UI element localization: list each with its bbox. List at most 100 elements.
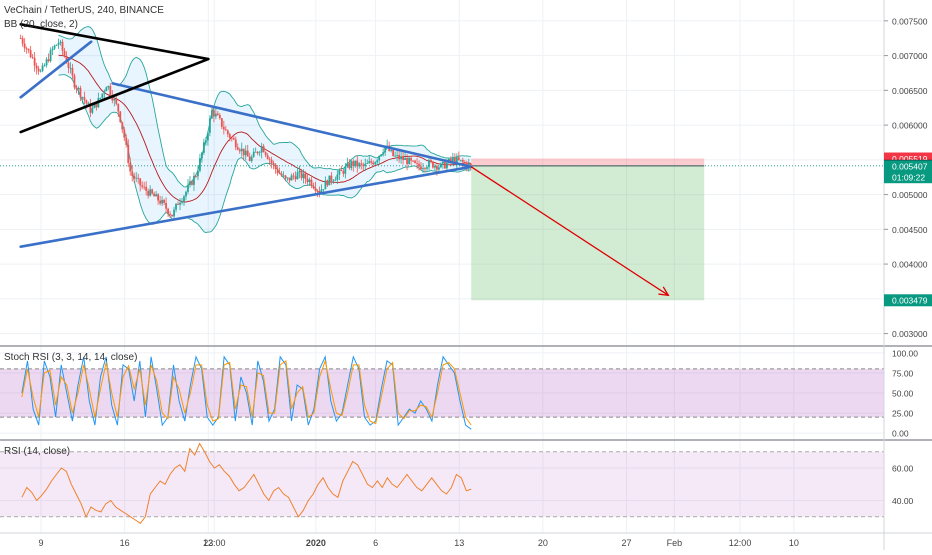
candle-body: [392, 149, 395, 157]
candle-body: [394, 155, 397, 157]
candle-body: [81, 97, 84, 98]
drawing-trendlines[interactable]: [19, 23, 670, 297]
candle-body: [141, 185, 144, 187]
candle-body: [348, 163, 351, 169]
candle-body: [47, 59, 50, 62]
candle-body: [228, 134, 231, 138]
candle-body: [139, 178, 142, 186]
candle-body: [440, 163, 442, 168]
candle-body: [85, 100, 88, 104]
trendline-black-bottom: [19, 57, 210, 134]
rsi-line-0: [21, 442, 472, 524]
candle-body: [282, 175, 285, 177]
candle-body: [149, 189, 152, 196]
stoch-rsi-pane: [0, 355, 884, 430]
candle-body: [240, 148, 243, 152]
candle-body: [39, 70, 42, 72]
candle-body: [258, 152, 261, 154]
candle-body: [428, 160, 430, 168]
candle-body: [71, 67, 74, 76]
candle-body: [461, 159, 464, 162]
candle-body: [318, 191, 321, 194]
rsi-pane: [0, 442, 884, 524]
candle-body: [159, 200, 162, 204]
candle-body: [197, 170, 199, 177]
candle-body: [189, 181, 191, 186]
candle-body: [356, 160, 359, 167]
candle-body: [270, 159, 273, 163]
candle-body: [177, 203, 179, 205]
candle-body: [292, 175, 295, 177]
price-tick-label: 0.007500: [892, 16, 928, 26]
candle-body: [230, 137, 233, 139]
candle-body: [238, 149, 241, 152]
price-badge-label: 0.005519: [892, 154, 928, 164]
candle-body: [45, 59, 48, 66]
price-badge-label: 0.003479: [892, 296, 928, 306]
candle-body: [254, 151, 257, 153]
candle-body: [220, 118, 223, 127]
trendline-lower-blue: [19, 165, 473, 249]
candle-body: [147, 190, 150, 196]
candle-body: [410, 157, 412, 161]
candle-body: [310, 179, 313, 186]
candle-body: [103, 91, 106, 94]
symbol-legend: VeChain / TetherUS, 240, BINANCE: [4, 5, 164, 16]
candle-body: [260, 146, 263, 153]
candle-body: [87, 103, 90, 105]
time-tick-label: 20: [538, 538, 548, 548]
time-tick-label: 16: [120, 538, 130, 548]
candle-body: [23, 43, 26, 49]
candle-body: [203, 142, 205, 153]
stoch-tick-label: 0.00: [892, 429, 909, 439]
candle-body: [31, 57, 34, 58]
candle-body: [322, 189, 325, 191]
candle-body: [274, 164, 277, 169]
candle-body: [193, 176, 195, 185]
candle-body: [191, 181, 193, 185]
candle-body: [438, 167, 440, 170]
candle-body: [226, 130, 229, 135]
candle-body: [232, 137, 235, 140]
stoch-tick-label: 25.00: [892, 409, 914, 419]
candle-body: [244, 150, 247, 156]
candle-body: [360, 163, 363, 165]
candle-body: [406, 158, 408, 165]
candle-body: [183, 196, 185, 202]
candle-body: [208, 118, 211, 133]
candle-body: [49, 50, 52, 62]
candle-body: [280, 173, 283, 176]
candle-body: [67, 62, 70, 68]
candle-body: [205, 140, 207, 143]
candle-body: [109, 86, 112, 95]
candle-body: [469, 163, 472, 165]
candle-body: [420, 166, 422, 170]
candle-body: [314, 188, 317, 191]
stop-zone: [471, 158, 705, 166]
candle-body: [250, 156, 253, 161]
time-tick-label: 9: [38, 538, 43, 548]
price-tick-label: 0.007000: [892, 51, 928, 61]
candle-body: [179, 202, 181, 205]
candle-body: [145, 186, 148, 191]
candle-body: [201, 152, 203, 159]
candle-body: [252, 151, 255, 157]
candle-body: [55, 44, 58, 46]
candle-body: [372, 162, 375, 165]
candle-body: [354, 160, 357, 166]
trendline-black-top: [19, 23, 210, 61]
candle-body: [390, 149, 393, 151]
candle-body: [463, 161, 466, 163]
candle-body: [151, 189, 154, 194]
candle-body: [380, 154, 383, 156]
candle-body: [426, 167, 428, 169]
price-badge: [884, 171, 932, 184]
candle-body: [338, 170, 341, 175]
candle-body: [418, 163, 420, 167]
candle-body: [165, 202, 167, 209]
short-position-tool[interactable]: [0, 158, 884, 301]
candle-body: [304, 173, 307, 179]
